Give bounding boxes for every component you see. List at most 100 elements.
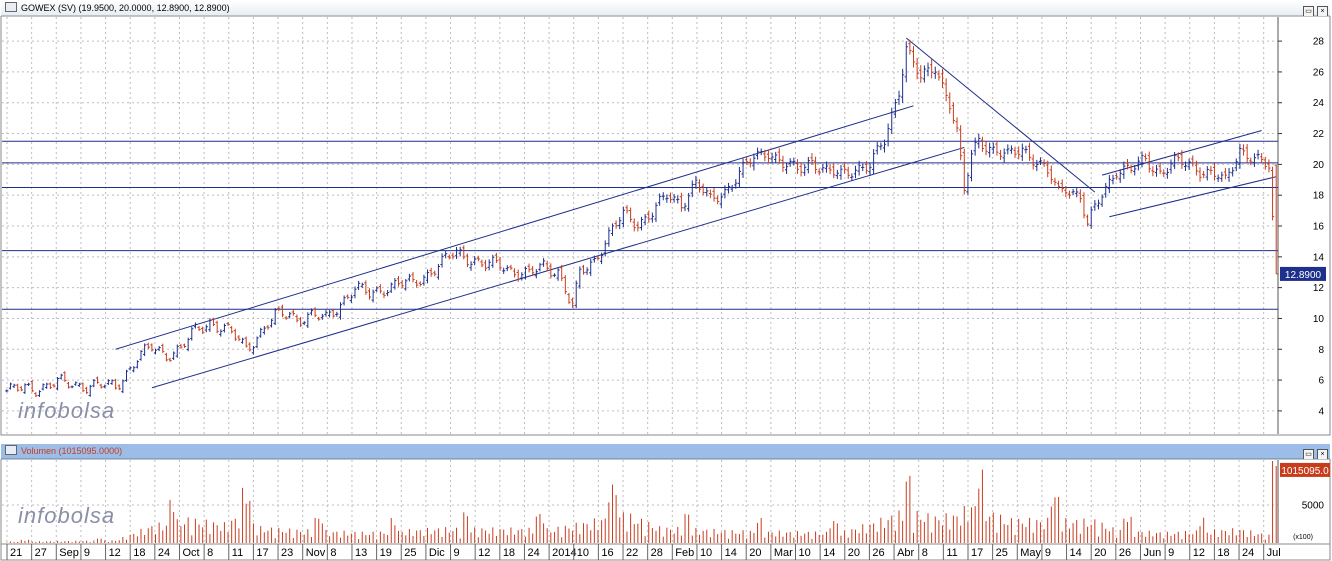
ohlc-bar — [676, 195, 680, 204]
time-axis-tick-label: 23 — [281, 547, 293, 559]
ohlc-bar — [933, 66, 937, 79]
ohlc-bar — [1154, 164, 1159, 177]
ohlc-bar — [741, 158, 745, 178]
price-window-controls: ▭ × — [1300, 3, 1328, 17]
volume-panel-title: Volumen (1015095.0000) — [21, 446, 123, 456]
time-axis-tick-label: 11 — [232, 547, 243, 559]
ohlc-bar — [298, 317, 303, 327]
ohlc-bar — [578, 266, 582, 289]
ohlc-bar — [520, 272, 524, 281]
ohlc-bar — [128, 366, 132, 371]
ohlc-bar — [1151, 166, 1155, 177]
ohlc-bar — [607, 227, 611, 247]
ohlc-bar — [752, 153, 756, 171]
ohlc-bar — [600, 252, 604, 265]
ohlc-bar — [1089, 206, 1093, 229]
ohlc-bar — [266, 324, 270, 330]
ohlc-bar — [1256, 149, 1260, 160]
ohlc-bar — [570, 297, 575, 308]
ohlc-bar — [1067, 190, 1072, 199]
ohlc-bar — [998, 149, 1003, 160]
ohlc-bar — [1115, 172, 1119, 180]
ohlc-bar — [444, 250, 448, 259]
ohlc-bar — [897, 90, 901, 105]
ohlc-bar — [813, 156, 818, 174]
price-y-tick-label: 10 — [1313, 314, 1325, 325]
ohlc-bar — [327, 310, 332, 318]
time-axis-tick-label: 8 — [922, 547, 928, 559]
ohlc-bar — [647, 210, 651, 223]
ohlc-bar — [59, 373, 63, 380]
ohlc-bar — [1009, 145, 1014, 154]
ohlc-bar — [835, 169, 839, 179]
time-axis-tick-label: Jun — [1143, 547, 1161, 559]
chart-window-icon — [5, 445, 17, 455]
ohlc-bar — [541, 258, 546, 267]
price-chart[interactable]: 4 6 8 10 12 14 16 18 20 22 24 26 28 infobolsa 12.8900 — [0, 16, 1332, 436]
ohlc-bar — [175, 344, 179, 358]
ohlc-bar — [962, 148, 966, 195]
ohlc-bar — [1169, 159, 1173, 174]
ohlc-bar — [1053, 177, 1057, 186]
time-axis-tick-label: 9 — [84, 547, 90, 559]
ohlc-bar — [34, 392, 38, 398]
ohlc-bar — [393, 278, 397, 290]
ohlc-bar — [1231, 167, 1235, 177]
ohlc-bar — [117, 384, 121, 391]
time-axis-tick-label: Jul — [1267, 547, 1281, 559]
time-axis-tick-label: 12 — [109, 547, 121, 559]
ohlc-bar — [1234, 158, 1238, 172]
ohlc-bar — [1263, 156, 1267, 170]
ohlc-bar — [683, 202, 687, 212]
ohlc-bar — [890, 107, 894, 135]
ohlc-bar — [784, 162, 789, 175]
ohlc-bar — [494, 252, 499, 263]
ohlc-bar — [52, 383, 56, 388]
ohlc-bar — [585, 267, 589, 275]
time-axis-tick-label: 13 — [355, 547, 367, 559]
ohlc-bar — [30, 380, 34, 393]
ohlc-bar — [1202, 170, 1206, 179]
ohlc-bar — [777, 148, 781, 164]
ohlc-bar — [1260, 152, 1264, 164]
ohlc-bar — [846, 166, 850, 179]
time-axis-tick-label: 24 — [1242, 547, 1254, 559]
ohlc-bar — [926, 62, 930, 77]
ohlc-bar — [596, 255, 600, 261]
ohlc-bar — [810, 153, 814, 166]
ohlc-bar — [121, 379, 125, 394]
ohlc-bar — [48, 382, 52, 390]
ohlc-bar — [277, 306, 281, 312]
ohlc-bar — [1249, 157, 1253, 166]
ohlc-bar — [197, 325, 201, 331]
ohlc-bar — [1176, 152, 1180, 162]
ohlc-bar — [650, 212, 654, 223]
ohlc-bar — [919, 65, 923, 83]
ohlc-bar — [618, 216, 622, 230]
ohlc-bar — [988, 142, 992, 158]
ohlc-bar — [462, 245, 466, 260]
time-axis-tick-label: 19 — [380, 547, 392, 559]
ohlc-bar — [842, 161, 847, 174]
ohlc-bar — [201, 326, 205, 335]
price-plot-frame — [0, 16, 1331, 436]
time-axis-tick-label: 10 — [577, 547, 589, 559]
ohlc-bar — [309, 308, 314, 316]
ohlc-bar — [1038, 157, 1043, 165]
ohlc-bar — [454, 246, 459, 260]
ohlc-bar — [269, 318, 274, 328]
ohlc-bar — [407, 273, 411, 282]
volume-chart[interactable]: 5000 (x100) infobolsa 1015095.0 — [0, 459, 1332, 544]
trend-line — [1109, 176, 1277, 218]
ohlc-bar — [186, 337, 190, 352]
ohlc-bar — [868, 162, 872, 177]
ohlc-bar — [534, 269, 538, 279]
ohlc-bar — [951, 102, 956, 124]
ohlc-bar — [603, 240, 607, 257]
ohlc-bar — [857, 160, 861, 176]
ohlc-bar — [592, 255, 596, 263]
ohlc-bar — [422, 274, 426, 286]
ohlc-bar — [1267, 159, 1271, 173]
ohlc-bar — [679, 192, 683, 212]
time-axis-tick-label: 26 — [1119, 547, 1131, 559]
